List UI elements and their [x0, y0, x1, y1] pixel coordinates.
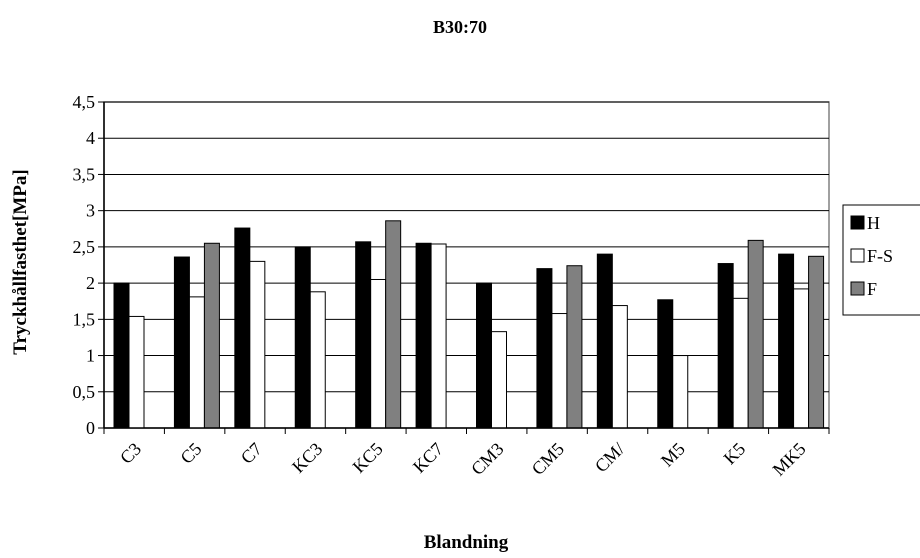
bar-f-s-c7 [249, 260, 266, 429]
x-tick-label: CM/ [591, 439, 628, 476]
bar-f-s-kc3 [309, 291, 326, 429]
legend-swatch [850, 281, 865, 296]
x-tick-label: M5 [657, 439, 689, 471]
y-tick-label: 1,5 [73, 309, 96, 329]
y-tick-labels: 0 0,5 1 1,5 2 2,5 3 3,5 4 4,5 [73, 92, 96, 438]
bar-h-m5 [657, 299, 674, 429]
y-tick-label: 2 [86, 273, 95, 293]
legend-label: F [867, 279, 877, 299]
bar-f-s-cm [611, 305, 628, 429]
bar-f-s-kc7 [430, 243, 447, 429]
legend-swatch [850, 215, 865, 230]
x-axis-label: Blandning [424, 532, 509, 553]
bar-f-c5 [203, 242, 220, 429]
x-tick-label: CM3 [467, 439, 507, 479]
legend-swatch [850, 248, 865, 263]
bar-f-s-m5 [672, 355, 689, 429]
x-tick-label: KC7 [409, 439, 447, 477]
bar-f-s-k5 [732, 297, 749, 429]
bar-h-cm5 [536, 268, 553, 429]
y-tick-label: 2,5 [73, 237, 96, 257]
x-tick-label: C5 [176, 439, 205, 468]
bar-h-mk5 [778, 253, 795, 429]
bar-f-s-cm5 [551, 313, 568, 429]
bar-h-cm [596, 253, 613, 429]
bar-f-s-c5 [188, 296, 205, 429]
bar-h-c7 [234, 227, 251, 429]
bar-h-c3 [113, 282, 130, 429]
bar-f-s-cm3 [491, 331, 507, 429]
bar-f-k5 [747, 239, 764, 429]
bar-h-kc7 [415, 242, 432, 429]
x-tick-label: C3 [116, 439, 145, 468]
bar-f-kc5 [385, 220, 402, 429]
bar-f-mk5 [808, 255, 825, 429]
axes [98, 101, 830, 434]
bar-f-cm5 [566, 265, 583, 429]
y-tick-label: 4,5 [73, 92, 96, 112]
chart-title: B30:70 [433, 17, 487, 37]
y-axis-label: Tryckhållfasthet[MPa] [10, 169, 31, 354]
gridlines [103, 101, 830, 429]
bar-f-s-mk5 [793, 288, 810, 429]
x-tick-label: KC5 [349, 439, 387, 477]
y-tick-label: 4 [86, 128, 95, 148]
bar-f-s-kc5 [370, 278, 387, 429]
bar-h-kc5 [355, 241, 372, 429]
bar-h-kc3 [294, 246, 311, 429]
bar-h-k5 [717, 263, 734, 429]
x-tick-labels: C3 C5 C7 KC3 KC5 KC7 CM3 CM5 CM/M5 K5 MK5 [116, 439, 810, 480]
bar-h-c5 [173, 256, 190, 429]
x-tick-label: C7 [237, 439, 266, 468]
legend: H F-S F [842, 204, 920, 316]
bars [113, 220, 825, 429]
y-tick-label: 0,5 [73, 382, 96, 402]
bar-h-cm3 [476, 282, 492, 429]
y-tick-label: 1 [86, 346, 95, 366]
x-tick-label: K5 [720, 439, 750, 469]
bar-f-s-c3 [128, 315, 145, 429]
legend-label: H [867, 213, 880, 233]
legend-label: F-S [867, 246, 893, 266]
y-tick-label: 3 [86, 201, 95, 221]
y-tick-label: 0 [86, 418, 95, 438]
x-tick-label: MK5 [769, 439, 810, 480]
x-tick-label: KC3 [288, 439, 326, 477]
x-tick-label: CM5 [528, 439, 568, 479]
y-tick-label: 3,5 [73, 164, 96, 184]
